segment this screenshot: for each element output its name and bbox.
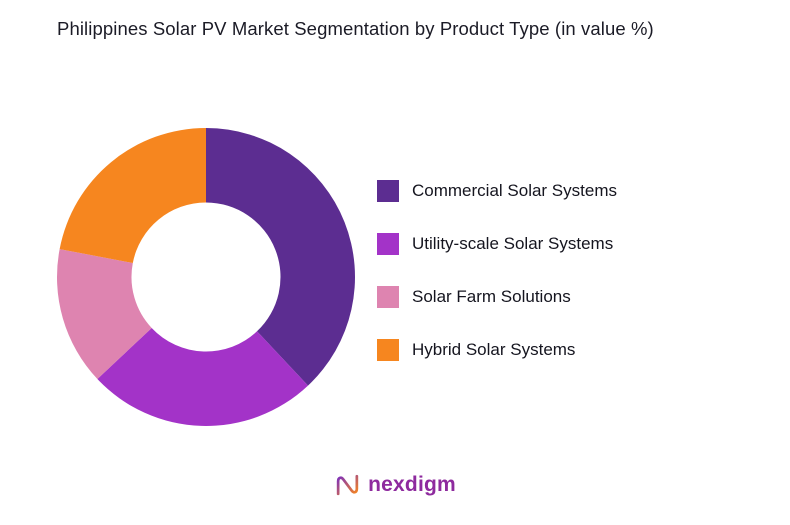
pie-segment-0 xyxy=(206,128,356,386)
pie-segment-2 xyxy=(57,249,152,379)
legend-swatch-utility xyxy=(377,233,399,255)
pie-segment-1 xyxy=(97,327,308,426)
legend-item-solar-farm: Solar Farm Solutions xyxy=(377,286,617,308)
pie-segment-3 xyxy=(59,128,207,264)
legend-item-commercial: Commercial Solar Systems xyxy=(377,180,617,202)
legend-item-hybrid: Hybrid Solar Systems xyxy=(377,339,617,361)
legend-label: Utility-scale Solar Systems xyxy=(412,234,614,253)
legend-label: Hybrid Solar Systems xyxy=(412,340,576,359)
nexdigm-logo-icon xyxy=(336,474,359,496)
legend-label: Solar Farm Solutions xyxy=(412,287,571,306)
chart-legend: Commercial Solar Systems Utility-scale S… xyxy=(377,180,617,392)
legend-swatch-commercial xyxy=(377,180,399,202)
chart-title: Philippines Solar PV Market Segmentation… xyxy=(57,18,654,39)
brand-name: nexdigm xyxy=(368,473,456,496)
brand-footer: nexdigm xyxy=(0,472,790,498)
legend-item-utility: Utility-scale Solar Systems xyxy=(377,233,617,255)
donut-chart xyxy=(57,128,356,426)
legend-swatch-hybrid xyxy=(377,339,399,361)
legend-swatch-solar-farm xyxy=(377,286,399,308)
legend-label: Commercial Solar Systems xyxy=(412,181,617,200)
